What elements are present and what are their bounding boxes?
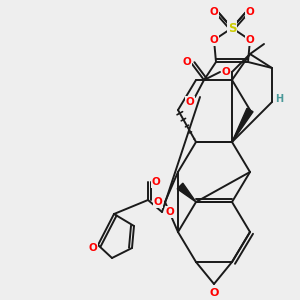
Text: O: O	[222, 67, 230, 77]
Text: O: O	[210, 7, 218, 17]
Text: O: O	[210, 35, 218, 45]
Text: S: S	[228, 22, 236, 34]
Text: O: O	[88, 243, 98, 253]
Text: O: O	[152, 177, 160, 187]
Text: O: O	[186, 97, 194, 107]
Text: O: O	[246, 35, 254, 45]
Text: O: O	[183, 57, 191, 67]
Text: O: O	[246, 7, 254, 17]
Polygon shape	[232, 108, 253, 142]
Polygon shape	[177, 183, 196, 202]
Text: O: O	[166, 207, 174, 217]
Text: O: O	[154, 197, 162, 207]
Text: O: O	[209, 288, 219, 298]
Text: H: H	[275, 94, 283, 104]
